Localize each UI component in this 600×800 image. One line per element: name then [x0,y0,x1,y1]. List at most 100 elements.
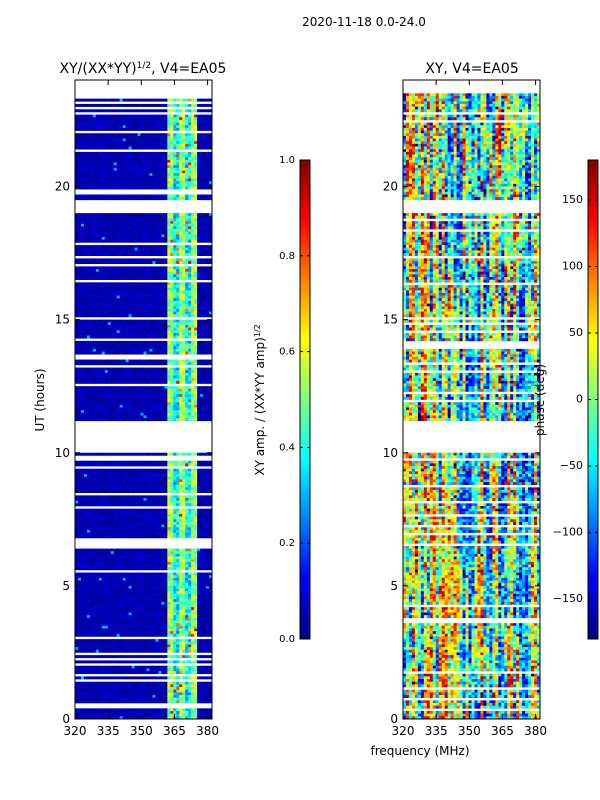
heatmap-cell [89,178,94,182]
heatmap-cell [176,370,180,374]
heatmap-cell [173,135,177,139]
heatmap-cell [185,378,189,382]
heatmap-cell [140,122,144,126]
heatmap-cell [185,165,189,169]
heatmap-cell [158,474,162,478]
heatmap-cell [209,479,213,483]
heatmap-cell [167,335,171,339]
heatmap-cell [191,186,195,190]
heatmap-cell [98,290,103,294]
heatmap-cell [188,183,192,187]
heatmap-cell [77,119,82,123]
heatmap-cell [113,178,118,182]
heatmap-cell [122,378,127,382]
heatmap-cell [179,266,183,270]
heatmap-cell [110,378,115,382]
heatmap-cell [164,194,168,198]
heatmap-cell [122,388,127,392]
heatmap-cell [143,226,147,230]
heatmap-cell [77,215,82,219]
heatmap-cell [131,484,135,488]
heatmap-cell [86,463,91,467]
heatmap-cell [75,386,79,390]
heatmap-cell [95,359,100,363]
heatmap-cell [158,269,162,272]
heatmap-cell [137,463,141,467]
heatmap-cell [101,380,106,384]
heatmap-cell [152,476,156,480]
heatmap-cell [122,159,127,163]
heatmap-cell [167,178,171,182]
heatmap-cell [86,404,91,408]
heatmap-cell [113,226,118,230]
heatmap-cell [191,213,195,217]
heatmap-cell [77,159,82,163]
heatmap-cell [155,388,159,392]
heatmap-cell [95,394,100,398]
heatmap-cell [203,332,207,336]
heatmap-cell [113,287,118,291]
heatmap-cell [188,274,192,278]
heatmap-cell [200,410,204,414]
heatmap-cell [98,367,103,371]
heatmap-cell [206,386,210,390]
heatmap-cell [92,322,97,326]
heatmap-cell [185,375,189,379]
heatmap-cell [75,253,79,257]
heatmap-cell [143,162,147,166]
heatmap-cell [122,322,127,326]
heatmap-cell [113,173,118,177]
heatmap-cell [161,335,165,339]
heatmap-cell [161,362,165,366]
heatmap-cell [80,133,85,137]
heatmap-cell [86,476,91,480]
heatmap-cell [101,308,106,312]
heatmap-cell [122,178,127,182]
heatmap-cell [98,143,103,147]
heatmap-cell [200,197,204,201]
heatmap-cell [137,98,141,102]
heatmap-cell [143,340,147,344]
heatmap-cell [137,346,141,350]
heatmap-cell [104,380,109,384]
heatmap-cell [155,402,159,406]
heatmap-cell [164,186,168,190]
heatmap-cell [98,303,103,307]
heatmap-cell [128,223,132,227]
heatmap-cell [83,109,88,113]
heatmap-cell [206,303,210,307]
heatmap-cell [158,178,162,182]
heatmap-cell [92,173,97,177]
heatmap-cell [128,308,132,312]
heatmap-cell [161,133,165,137]
heatmap-cell [182,362,186,366]
heatmap-cell [173,141,177,145]
heatmap-cell [161,285,165,288]
heatmap-cell [75,194,79,198]
heatmap-cell [188,162,192,166]
heatmap-cell [188,306,192,310]
heatmap-cell [89,186,94,190]
heatmap-cell [179,287,183,291]
heatmap-cell [143,319,147,323]
heatmap-cell [95,135,100,139]
heatmap-cell [185,367,189,371]
heatmap-cell [122,343,127,347]
heatmap-cell [182,375,186,379]
heatmap-cell [200,388,204,392]
heatmap-cell [158,322,162,326]
heatmap-cell [122,380,127,384]
heatmap-cell [89,234,94,238]
heatmap-cell [134,141,138,145]
heatmap-cell [161,348,165,352]
heatmap-cell [167,295,171,299]
heatmap-cell [89,332,94,336]
heatmap-cell [104,133,109,137]
heatmap-cell [119,386,124,390]
heatmap-cell [92,324,97,328]
heatmap-cell [158,274,162,278]
heatmap-cell [77,135,82,139]
heatmap-cell [107,167,112,171]
heatmap-cell [137,484,141,488]
heatmap-cell [188,474,192,478]
